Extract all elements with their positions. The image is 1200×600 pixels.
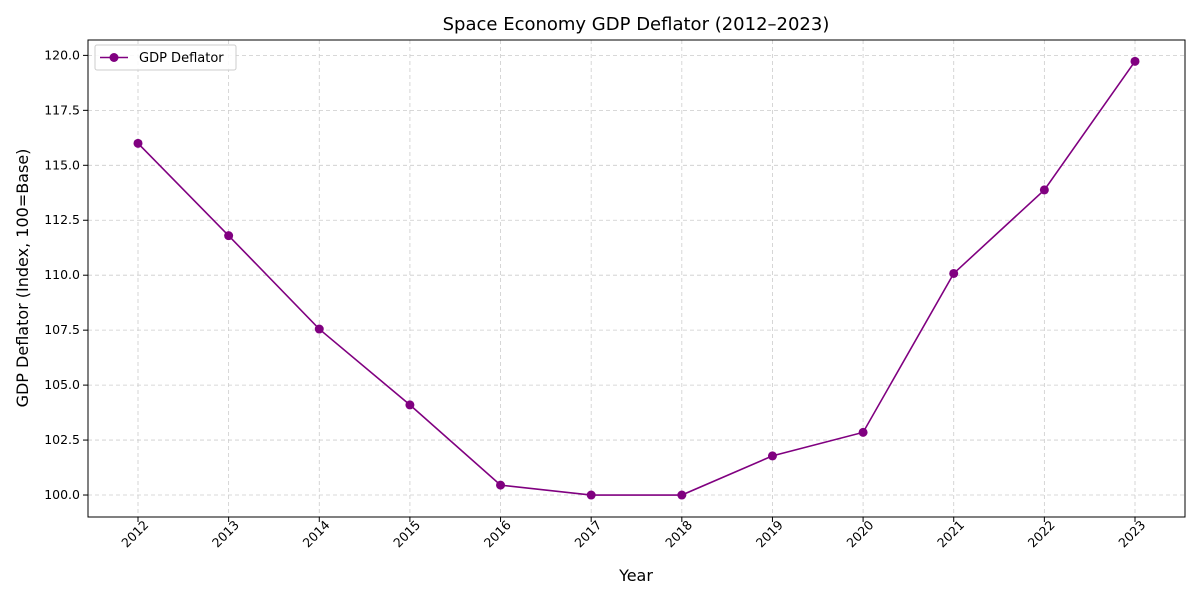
y-tick-label: 107.5	[44, 322, 80, 337]
y-tick-label: 112.5	[44, 212, 80, 227]
data-point	[767, 451, 777, 461]
grid	[88, 40, 1185, 517]
data-point	[1039, 185, 1049, 195]
legend-label: GDP Deflator	[139, 51, 224, 66]
y-tick-label: 115.0	[44, 157, 80, 172]
data-point	[858, 427, 868, 437]
series-layer	[133, 56, 1140, 500]
x-tick-label: 2014	[300, 517, 333, 550]
series-line	[137, 60, 1136, 496]
x-axis: 2012 2013 2014 2015 2016 2017 2018 2019 2020 2021…	[118, 517, 1148, 550]
x-tick-label: 2019	[753, 517, 786, 550]
data-point	[224, 231, 234, 241]
x-tick-label: 2020	[843, 517, 876, 550]
x-tick-label: 2015	[390, 517, 423, 550]
data-point	[314, 324, 324, 334]
y-tick-label: 117.5	[44, 102, 80, 117]
y-tick-label: 120.0	[44, 47, 80, 62]
chart-title: Space Economy GDP Deflator (2012–2023)	[443, 14, 830, 35]
y-axis-label: GDP Deflator (Index, 100=Base)	[13, 149, 32, 408]
plot-frame	[87, 39, 1186, 518]
y-axis: 100.0 102.5 105.0 107.5 110.0 112.5 115.0 117.5…	[44, 47, 88, 502]
data-point	[133, 138, 143, 148]
x-tick-label: 2013	[209, 517, 242, 550]
data-point	[677, 490, 687, 500]
y-tick-label: 102.5	[44, 432, 80, 447]
data-point	[586, 490, 596, 500]
x-axis-label: Year	[618, 566, 653, 585]
x-tick-label: 2022	[1025, 517, 1058, 550]
y-tick-label: 100.0	[44, 487, 80, 502]
data-point	[949, 268, 959, 278]
x-tick-label: 2023	[1115, 517, 1148, 550]
x-tick-label: 2016	[481, 517, 514, 550]
data-point	[1130, 56, 1140, 66]
data-point	[405, 400, 415, 410]
x-tick-label: 2017	[571, 517, 604, 550]
legend-box	[94, 44, 237, 71]
y-tick-label: 110.0	[44, 267, 80, 282]
data-point	[496, 480, 506, 490]
x-tick-label: 2018	[662, 517, 695, 550]
y-tick-label: 105.0	[44, 377, 80, 392]
legend: GDP Deflator	[94, 44, 237, 71]
x-tick-label: 2021	[934, 517, 967, 550]
x-tick-label: 2012	[118, 517, 151, 550]
legend-marker-swatch	[109, 53, 119, 62]
